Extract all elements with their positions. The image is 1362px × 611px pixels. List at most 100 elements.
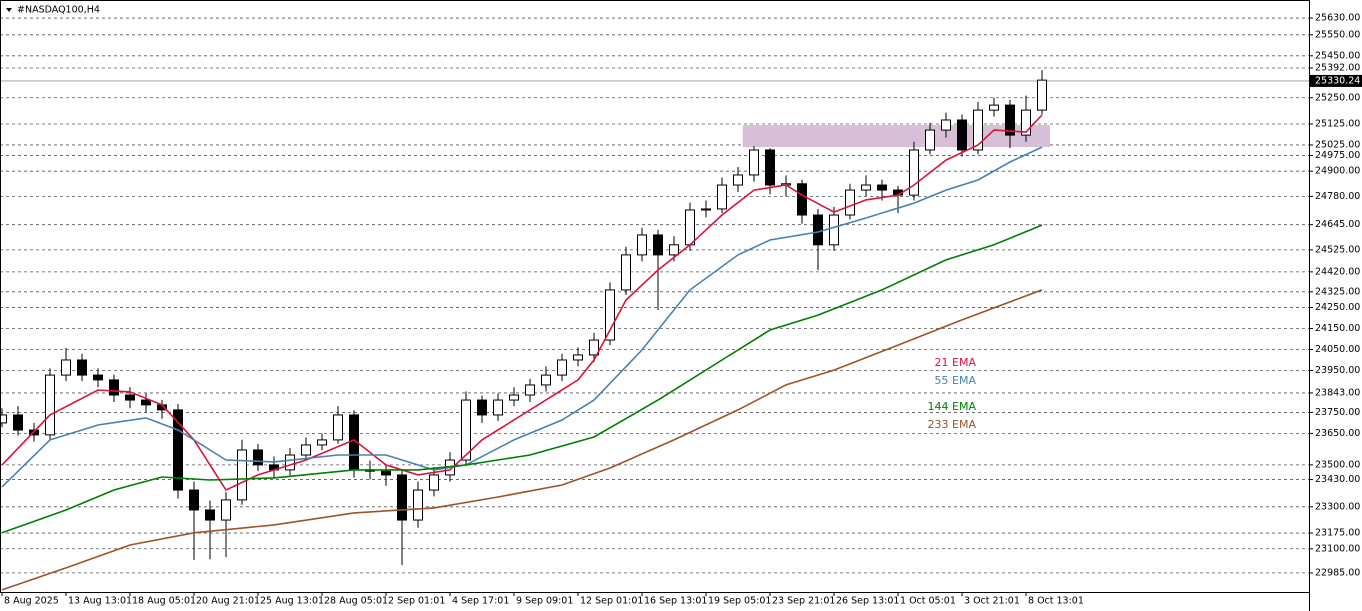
y-tick-label: 24250.00 [1315, 302, 1360, 313]
x-tick-label: 16 Sep 13:01 [644, 596, 707, 607]
y-tick-label: 23650.00 [1315, 428, 1360, 439]
legend-label: 21 EMA [935, 356, 977, 369]
y-tick-label: 23500.00 [1315, 459, 1360, 470]
candle-body [109, 379, 119, 396]
candle-body [749, 149, 759, 176]
candle-body [573, 354, 583, 361]
x-tick-label: 8 Aug 2025 [4, 596, 59, 607]
legend-label: 233 EMA [928, 418, 977, 431]
candle-body [221, 499, 231, 521]
x-tick-label: 8 Oct 13:01 [1028, 596, 1084, 607]
y-tick-label: 24420.00 [1315, 266, 1360, 277]
candle-body [637, 234, 647, 256]
candle-body [173, 409, 183, 491]
legend-label: 55 EMA [935, 374, 977, 387]
candle-body [1005, 104, 1015, 136]
candle-body [525, 384, 535, 396]
candle-body [989, 104, 999, 111]
y-tick-label: 23950.00 [1315, 365, 1360, 376]
x-tick-label: 26 Sep 13:01 [836, 596, 899, 607]
candle-body [509, 394, 519, 401]
candle-body [93, 374, 103, 381]
y-tick-label: 25630.00 [1315, 13, 1360, 24]
candle-body [797, 183, 807, 216]
y-tick-label: 25392.00 [1315, 62, 1360, 73]
candle-body [461, 399, 471, 461]
candle-body [813, 214, 823, 246]
y-tick-label: 25125.00 [1315, 118, 1360, 129]
x-tick-label: 25 Aug 13:01 [260, 596, 324, 607]
candle-body [669, 244, 679, 256]
y-tick-label: 24975.00 [1315, 150, 1360, 161]
ema-line [1, 289, 1043, 591]
y-tick-label: 24645.00 [1315, 219, 1360, 230]
candle-body [973, 109, 983, 151]
y-tick-label: 25550.00 [1315, 29, 1360, 40]
x-tick-label: 28 Aug 05:01 [324, 596, 388, 607]
candle-body [877, 184, 887, 191]
ema-line [1, 114, 1043, 492]
y-tick-label: 24525.00 [1315, 244, 1360, 255]
candle-body [1037, 79, 1047, 111]
y-tick-label: 24325.00 [1315, 286, 1360, 297]
x-tick-label: 23 Sep 21:01 [772, 596, 835, 607]
candle-body [125, 394, 135, 401]
candle-body [333, 414, 343, 441]
candle-body [189, 489, 199, 511]
candle-body [765, 149, 775, 186]
candle-body [717, 184, 727, 210]
candle-body [253, 449, 263, 466]
y-tick-label: 23300.00 [1315, 501, 1360, 512]
candle-body [413, 489, 423, 521]
candle-body [845, 189, 855, 216]
candle-body [733, 174, 743, 186]
candle-body [77, 359, 87, 376]
candle-body [925, 129, 935, 151]
x-tick-label: 3 Oct 21:01 [964, 596, 1020, 607]
candle-body [589, 339, 599, 356]
x-tick-label: 13 Aug 13:01 [68, 596, 132, 607]
y-tick-label: 25450.00 [1315, 50, 1360, 61]
candle-body [909, 149, 919, 196]
candle-body [205, 509, 215, 521]
y-tick-label: 25025.00 [1315, 139, 1360, 150]
candle-body [941, 119, 951, 131]
candle-body [301, 444, 311, 456]
x-tick-label: 1 Oct 05:01 [900, 596, 956, 607]
candle-body [701, 208, 711, 211]
x-tick-label: 4 Sep 17:01 [452, 596, 509, 607]
current-price-tag [1310, 74, 1362, 87]
y-tick-label: 25250.00 [1315, 92, 1360, 103]
candle-body [957, 119, 967, 151]
y-tick-label: 24050.00 [1315, 344, 1360, 355]
zone [742, 125, 1050, 148]
candle-body [605, 289, 615, 341]
candle-body [45, 374, 55, 436]
candle-body [397, 474, 407, 521]
candle-body [141, 399, 151, 406]
y-tick-label: 23100.00 [1315, 543, 1360, 554]
x-tick-label: 12 Sep 01:01 [580, 596, 643, 607]
ema-line [1, 224, 1043, 534]
menu-triangle[interactable] [6, 8, 12, 12]
candle-body [61, 359, 71, 376]
y-tick-label: 24780.00 [1315, 191, 1360, 202]
ema-line [1, 146, 1043, 488]
candle-body [541, 374, 551, 386]
y-tick-label: 24150.00 [1315, 323, 1360, 334]
y-tick-label: 23175.00 [1315, 528, 1360, 539]
candle-body [493, 399, 503, 416]
y-tick-label: 23750.00 [1315, 407, 1360, 418]
y-tick-label: 24900.00 [1315, 166, 1360, 177]
candle-body [381, 470, 391, 476]
legend-label: 144 EMA [928, 400, 977, 413]
candle-body [685, 209, 695, 246]
current-price-label: 25330.24 [1315, 75, 1360, 86]
chart-title: #NASDAQ100,H4 [17, 5, 100, 16]
candle-body [1021, 109, 1031, 136]
x-tick-label: 20 Aug 21:01 [196, 596, 260, 607]
x-tick-label: 2 Sep 01:01 [388, 596, 445, 607]
candle-body [13, 414, 23, 431]
